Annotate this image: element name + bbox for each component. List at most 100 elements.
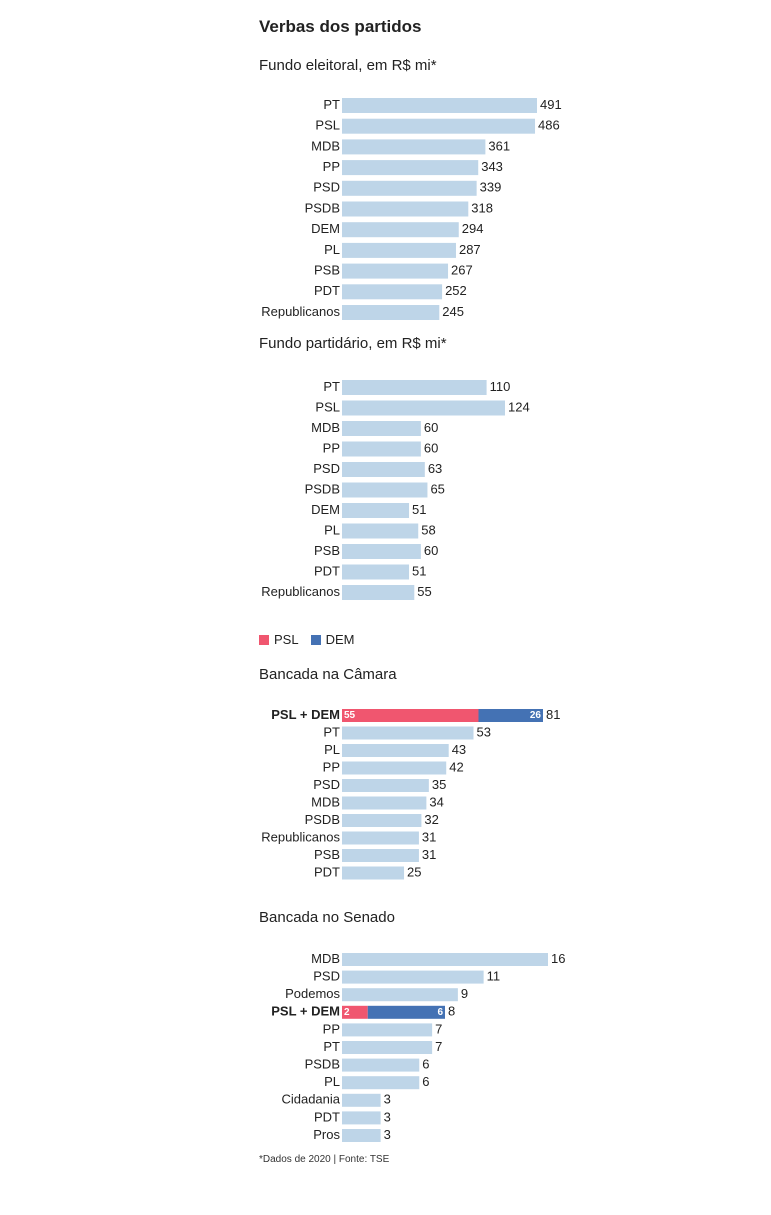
fundo-eleitoral-mdb-bar [342, 139, 486, 155]
camara-pt-label: PT [323, 724, 340, 739]
camara-mdb-value: 34 [429, 794, 443, 809]
camara-pt-value: 53 [477, 724, 491, 739]
camara-psl-dem-label: PSL + DEM [271, 707, 340, 722]
camara-psl-dem-dem-value: 26 [530, 710, 542, 721]
fundo-eleitoral-republicanos-label: Republicanos [261, 304, 340, 319]
senado-pt-label: PT [323, 1039, 340, 1054]
senado-cidadania-label: Cidadania [281, 1092, 340, 1107]
senado-pt-bar [342, 1041, 433, 1054]
senado-pdt-bar [342, 1111, 381, 1125]
senado-psd-bar [342, 970, 484, 984]
camara-pl-label: PL [324, 742, 340, 757]
fundo-partidario-pt-bar [342, 380, 487, 395]
camara-psl-dem-bar-psl [342, 709, 479, 722]
fundo-partidario-republicanos-value: 55 [417, 584, 431, 599]
camara-pp-value: 42 [449, 759, 463, 774]
legend: PSL DEM [259, 632, 354, 647]
fundo-partidario-psl-value: 124 [508, 399, 530, 414]
legend-swatch-dem [310, 634, 321, 645]
fundo-eleitoral-pl-bar [342, 242, 456, 258]
fundo-eleitoral-pl-label: PL [324, 242, 340, 257]
camara-republicanos-value: 31 [422, 829, 436, 844]
senado-psdb-bar [342, 1058, 420, 1072]
fundo-partidario-psdb-value: 65 [430, 481, 444, 496]
camara-psd-label: PSD [313, 777, 340, 792]
camara-republicanos-bar [342, 831, 419, 845]
camara-psl-dem-psl-value: 55 [344, 710, 356, 721]
fundo-partidario-psdb-bar [342, 482, 428, 498]
camara-pl-bar [342, 744, 449, 757]
fundo-partidario-pl-label: PL [324, 522, 340, 537]
camara-republicanos-label: Republicanos [261, 829, 340, 844]
fundo-eleitoral-republicanos-bar [342, 305, 440, 320]
camara-psdb-label: PSDB [305, 812, 340, 827]
footer-note: *Dados de 2020 | Fonte: TSE [259, 1154, 390, 1165]
senado-pl-bar [342, 1076, 420, 1090]
fundo-partidario-psdb-label: PSDB [305, 481, 340, 496]
senado-pp-label: PP [323, 1021, 340, 1036]
fundo-partidario-mdb-value: 60 [424, 420, 438, 435]
fundo-eleitoral-pdt-bar [342, 284, 443, 300]
camara-mdb-bar [342, 796, 427, 810]
fundo-partidario-pt-value: 110 [490, 379, 511, 394]
senado-psl-dem-psl-value: 2 [344, 1007, 350, 1018]
camara-psd-bar [342, 779, 429, 792]
fundo-eleitoral-pt-value: 491 [540, 97, 562, 112]
fundo-partidario-pl-value: 58 [421, 522, 435, 537]
senado-podemos-value: 9 [461, 986, 468, 1001]
legend-item-psl: PSL [259, 632, 299, 647]
fundo-eleitoral-pp-value: 343 [481, 159, 503, 174]
fundo-eleitoral-psb-bar [342, 263, 449, 279]
fundo-partidario-title: Fundo partidário, em R$ mi* [259, 335, 447, 352]
fundo-eleitoral-mdb-label: MDB [311, 138, 340, 153]
fundo-eleitoral-psd-value: 339 [480, 180, 502, 195]
fundo-partidario-psd-label: PSD [313, 461, 340, 476]
fundo-partidario-pp-value: 60 [424, 440, 438, 455]
camara-pl-value: 43 [452, 742, 466, 757]
camara-psl-dem-bar-dem [478, 709, 543, 722]
senado-pros-bar [342, 1129, 381, 1142]
senado-psd-label: PSD [313, 969, 340, 984]
fundo-partidario-republicanos-bar [342, 585, 415, 600]
fundo-eleitoral-pl-value: 287 [459, 242, 481, 257]
fundo-eleitoral-dem-label: DEM [311, 221, 340, 236]
senado-pdt-value: 3 [384, 1109, 391, 1124]
senado-psl-dem-bar-psl [342, 1005, 368, 1019]
fundo-partidario-psb-label: PSB [314, 543, 340, 558]
camara-pdt-value: 25 [407, 864, 421, 879]
bancada-camara-title: Bancada na Câmara [259, 666, 397, 683]
fundo-partidario-psl-bar [342, 400, 505, 416]
fundo-partidario-psb-value: 60 [424, 543, 438, 558]
bancada-senado-title: Bancada no Senado [259, 909, 395, 926]
senado-cidadania-value: 3 [384, 1092, 391, 1107]
fundo-eleitoral-pp-label: PP [323, 159, 340, 174]
camara-pdt-bar [342, 866, 405, 880]
fundo-partidario-pp-label: PP [323, 440, 340, 455]
senado-pros-label: Pros [313, 1127, 340, 1142]
camara-psdb-value: 32 [424, 812, 438, 827]
fundo-eleitoral-dem-bar [342, 222, 459, 238]
senado-psdb-value: 6 [422, 1057, 429, 1072]
fundo-partidario-dem-value: 51 [412, 502, 426, 517]
fundo-partidario-pdt-value: 51 [412, 563, 426, 578]
camara-pt-bar [342, 726, 474, 740]
senado-pp-value: 7 [435, 1021, 442, 1036]
camara-pp-bar [342, 761, 447, 775]
page-title: Verbas dos partidos [259, 17, 422, 36]
legend-label-psl: PSL [274, 632, 299, 647]
camara-pdt-label: PDT [314, 864, 340, 879]
senado-pt-value: 7 [435, 1039, 442, 1054]
senado-pp-bar [342, 1023, 433, 1037]
camara-psb-bar [342, 849, 419, 862]
fundo-partidario-mdb-label: MDB [311, 420, 340, 435]
senado-psl-dem-value: 8 [448, 1004, 455, 1019]
fundo-partidario-pl-bar [342, 523, 419, 539]
fundo-eleitoral-dem-value: 294 [462, 221, 484, 236]
senado-podemos-label: Podemos [285, 986, 340, 1001]
senado-psd-value: 11 [487, 969, 501, 984]
fundo-eleitoral-pt-label: PT [323, 97, 340, 112]
senado-psl-dem-bar-dem [367, 1005, 445, 1019]
fundo-eleitoral-psb-label: PSB [314, 263, 340, 278]
fundo-eleitoral-pt-bar [342, 98, 537, 113]
